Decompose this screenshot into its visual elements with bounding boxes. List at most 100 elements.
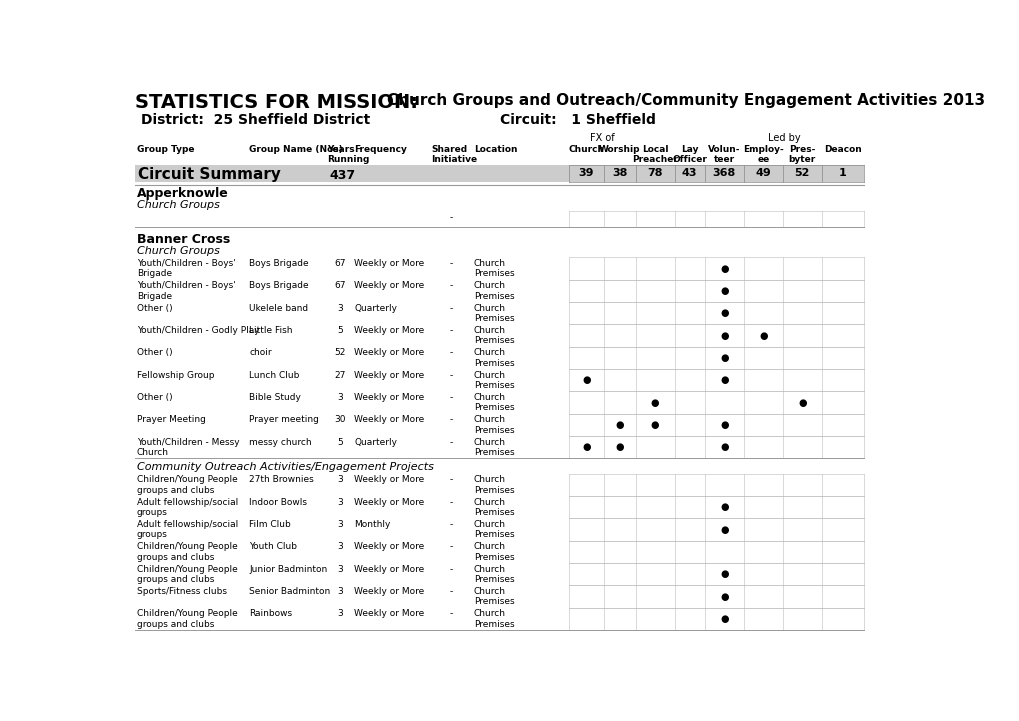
Text: Youth/Children - Godly Play: Youth/Children - Godly Play (137, 326, 259, 335)
Text: Church
Premises: Church Premises (473, 497, 514, 517)
Text: Church
Premises: Church Premises (473, 348, 514, 368)
Text: -: - (448, 438, 452, 446)
Text: -: - (448, 304, 452, 313)
Text: Other (): Other () (137, 393, 172, 402)
Text: Little Fish: Little Fish (249, 326, 292, 335)
Text: Local
Preacher: Local Preacher (632, 145, 678, 164)
Text: District:  25 Sheffield District: District: 25 Sheffield District (142, 113, 370, 128)
Text: Lay
Officer: Lay Officer (672, 145, 706, 164)
Text: Church
Premises: Church Premises (473, 475, 514, 495)
Text: Circuit:   1 Sheffield: Circuit: 1 Sheffield (499, 113, 655, 128)
Text: ●: ● (582, 442, 590, 452)
Text: Boys Brigade: Boys Brigade (249, 259, 309, 268)
Text: ●: ● (719, 525, 728, 535)
Text: -: - (448, 565, 452, 574)
Text: Church
Premises: Church Premises (473, 542, 514, 562)
Text: Employ-
ee: Employ- ee (743, 145, 783, 164)
Text: 3: 3 (336, 304, 342, 313)
Text: ●: ● (719, 264, 728, 274)
Text: 3: 3 (336, 587, 342, 596)
Text: Weekly or More: Weekly or More (354, 415, 424, 425)
Text: ●: ● (797, 397, 806, 407)
Text: Banner Cross: Banner Cross (137, 233, 230, 246)
Text: Church
Premises: Church Premises (473, 587, 514, 606)
Text: ●: ● (650, 397, 658, 407)
Text: Junior Badminton: Junior Badminton (249, 565, 327, 574)
Text: FX of: FX of (589, 133, 613, 143)
Text: Apperknowle: Apperknowle (137, 187, 228, 200)
Text: Weekly or More: Weekly or More (354, 565, 424, 574)
Text: -: - (448, 213, 452, 222)
Text: -: - (448, 475, 452, 485)
Text: Children/Young People
groups and clubs: Children/Young People groups and clubs (137, 542, 237, 562)
Text: Circuit Summary: Circuit Summary (138, 167, 280, 182)
Text: 39: 39 (578, 168, 593, 178)
Text: Youth/Children - Boys'
Brigade: Youth/Children - Boys' Brigade (137, 259, 235, 278)
Text: Bible Study: Bible Study (249, 393, 301, 402)
Text: -: - (448, 520, 452, 529)
Text: Church
Premises: Church Premises (473, 281, 514, 301)
Text: Group Type: Group Type (137, 145, 195, 154)
Text: Church: Church (568, 145, 604, 154)
Text: STATISTICS FOR MISSION:: STATISTICS FOR MISSION: (136, 93, 418, 112)
Text: Weekly or More: Weekly or More (354, 587, 424, 596)
Text: Church
Premises: Church Premises (473, 259, 514, 278)
Text: Volun-
teer: Volun- teer (707, 145, 740, 164)
Text: ●: ● (582, 375, 590, 385)
Text: Adult fellowship/social
groups: Adult fellowship/social groups (137, 497, 238, 517)
Text: Film Club: Film Club (249, 520, 290, 529)
Text: ●: ● (719, 503, 728, 513)
Text: Quarterly: Quarterly (354, 304, 397, 313)
Text: 30: 30 (334, 415, 345, 425)
Text: 1: 1 (839, 168, 846, 178)
Text: 3: 3 (336, 497, 342, 507)
Text: ●: ● (719, 353, 728, 363)
Text: Weekly or More: Weekly or More (354, 326, 424, 335)
Text: Church
Premises: Church Premises (473, 520, 514, 539)
Text: Children/Young People
groups and clubs: Children/Young People groups and clubs (137, 475, 237, 495)
Text: ●: ● (719, 331, 728, 340)
Text: 78: 78 (647, 168, 662, 178)
Text: 27th Brownies: 27th Brownies (249, 475, 314, 485)
Text: ●: ● (758, 331, 767, 340)
Text: 3: 3 (336, 565, 342, 574)
Text: ●: ● (719, 570, 728, 579)
Text: Weekly or More: Weekly or More (354, 609, 424, 619)
Text: -: - (448, 326, 452, 335)
Text: Weekly or More: Weekly or More (354, 393, 424, 402)
Text: 3: 3 (336, 393, 342, 402)
Text: messy church: messy church (249, 438, 312, 446)
Text: Weekly or More: Weekly or More (354, 542, 424, 552)
Text: Church Groups: Church Groups (137, 246, 220, 256)
Text: -: - (448, 587, 452, 596)
Text: 437: 437 (329, 169, 355, 182)
Text: ●: ● (615, 442, 624, 452)
Text: -: - (448, 371, 452, 380)
Text: 43: 43 (681, 168, 697, 178)
Text: Children/Young People
groups and clubs: Children/Young People groups and clubs (137, 609, 237, 629)
Text: Fellowship Group: Fellowship Group (137, 371, 214, 380)
Text: 52: 52 (794, 168, 809, 178)
Text: Church Groups and Outreach/Community Engagement Activities 2013: Church Groups and Outreach/Community Eng… (387, 93, 984, 107)
Text: Shared
Initiative: Shared Initiative (431, 145, 477, 164)
Text: ●: ● (719, 420, 728, 430)
Text: ●: ● (650, 420, 658, 430)
Text: ●: ● (719, 375, 728, 385)
Text: Prayer Meeting: Prayer Meeting (137, 415, 206, 425)
Text: Other (): Other () (137, 304, 172, 313)
Text: Years
Running: Years Running (326, 145, 369, 164)
Text: Weekly or More: Weekly or More (354, 259, 424, 268)
Text: 27: 27 (334, 371, 345, 380)
Text: 67: 67 (334, 259, 345, 268)
Text: Location: Location (473, 145, 517, 154)
Text: 3: 3 (336, 520, 342, 529)
Text: Deacon: Deacon (823, 145, 861, 154)
Text: 3: 3 (336, 542, 342, 552)
Text: -: - (448, 415, 452, 425)
Text: Boys Brigade: Boys Brigade (249, 281, 309, 291)
Text: 5: 5 (336, 438, 342, 446)
Text: Group Name (Nos): Group Name (Nos) (249, 145, 342, 154)
Text: -: - (448, 497, 452, 507)
Text: Church
Premises: Church Premises (473, 304, 514, 323)
Text: 52: 52 (334, 348, 345, 358)
